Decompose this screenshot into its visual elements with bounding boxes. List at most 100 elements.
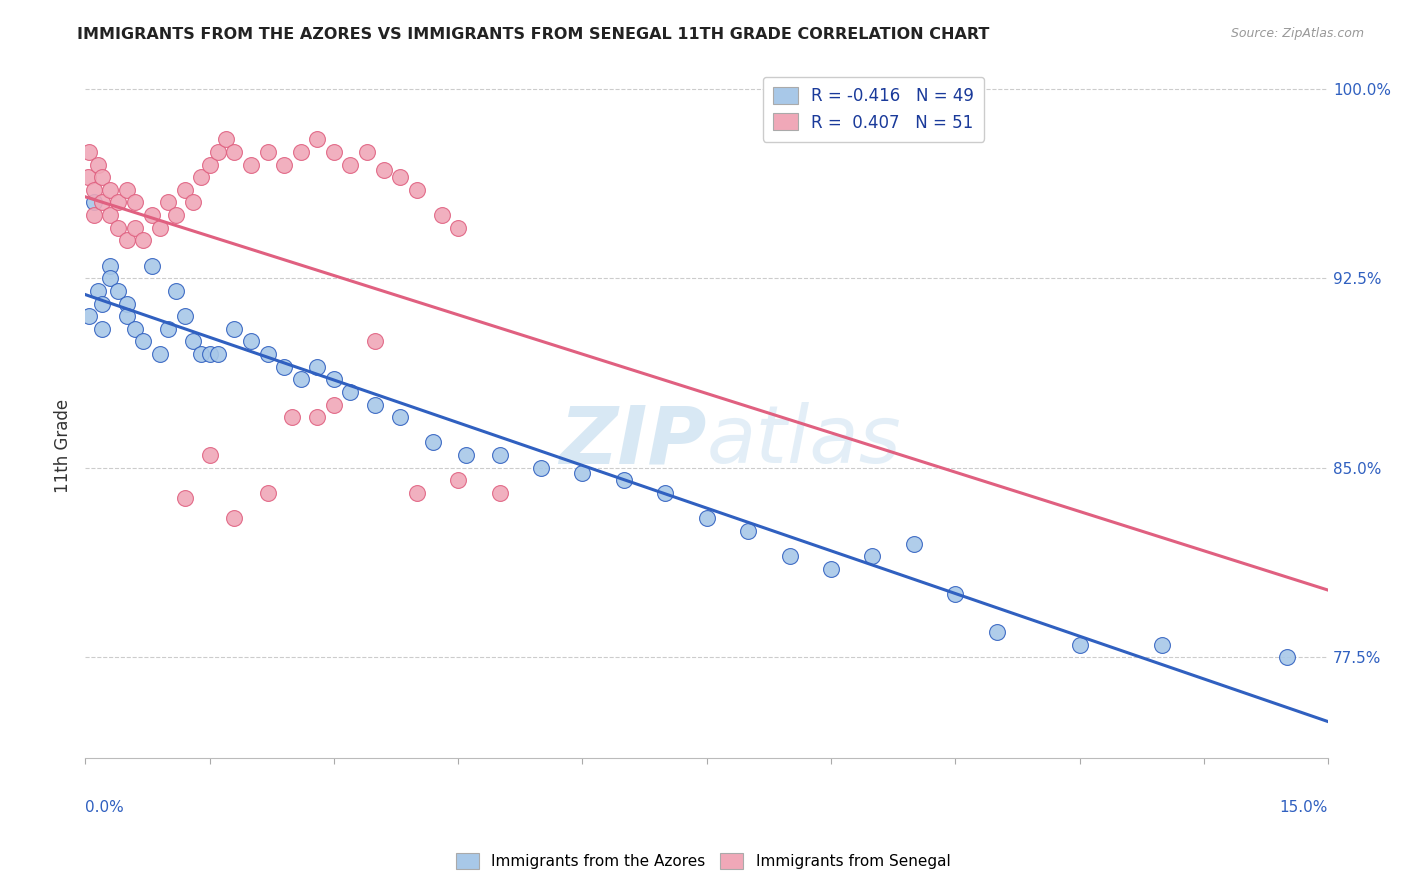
Point xyxy=(373,162,395,177)
Point xyxy=(124,195,146,210)
Point xyxy=(157,195,180,210)
Point xyxy=(273,359,295,374)
Point xyxy=(198,157,221,171)
Point xyxy=(165,284,187,298)
Point xyxy=(488,448,510,462)
Point xyxy=(389,170,412,185)
Point xyxy=(98,208,121,222)
Text: ZIP: ZIP xyxy=(560,402,707,480)
Point xyxy=(115,296,138,310)
Point xyxy=(820,562,842,576)
Point xyxy=(364,398,387,412)
Text: 11th Grade: 11th Grade xyxy=(55,399,72,493)
Point xyxy=(422,435,444,450)
Point xyxy=(364,334,387,349)
Point xyxy=(83,183,105,197)
Point xyxy=(149,347,172,361)
Point xyxy=(190,347,212,361)
Point xyxy=(430,208,453,222)
Point xyxy=(90,170,112,185)
Point xyxy=(240,157,263,171)
Point xyxy=(173,491,195,505)
Point xyxy=(1152,638,1174,652)
Point xyxy=(307,359,329,374)
Point xyxy=(181,334,204,349)
Point xyxy=(224,145,246,159)
Point xyxy=(198,347,221,361)
Text: IMMIGRANTS FROM THE AZORES VS IMMIGRANTS FROM SENEGAL 11TH GRADE CORRELATION CHA: IMMIGRANTS FROM THE AZORES VS IMMIGRANTS… xyxy=(77,27,990,42)
Point xyxy=(165,208,187,222)
Point xyxy=(339,384,361,399)
Point xyxy=(405,486,427,500)
Point xyxy=(307,132,329,146)
Point xyxy=(339,157,361,171)
Point xyxy=(281,410,304,425)
Point xyxy=(90,296,112,310)
Point xyxy=(273,157,295,171)
Point xyxy=(1069,638,1091,652)
Point xyxy=(903,536,925,550)
Point xyxy=(115,233,138,247)
Point xyxy=(224,322,246,336)
Point xyxy=(141,208,163,222)
Point xyxy=(107,195,129,210)
Point xyxy=(613,474,636,488)
Point xyxy=(83,195,105,210)
Point xyxy=(322,372,344,386)
Point xyxy=(124,322,146,336)
Point xyxy=(290,372,312,386)
Point xyxy=(90,195,112,210)
Point xyxy=(290,145,312,159)
Text: 15.0%: 15.0% xyxy=(1279,800,1329,814)
Point xyxy=(76,170,98,185)
Point xyxy=(79,145,101,159)
Point xyxy=(79,309,101,323)
Text: Source: ZipAtlas.com: Source: ZipAtlas.com xyxy=(1230,27,1364,40)
Point xyxy=(115,183,138,197)
Legend: R = -0.416   N = 49, R =  0.407   N = 51: R = -0.416 N = 49, R = 0.407 N = 51 xyxy=(763,77,984,142)
Point xyxy=(207,347,229,361)
Point xyxy=(132,334,155,349)
Point xyxy=(90,322,112,336)
Point xyxy=(173,183,195,197)
Point xyxy=(157,322,180,336)
Point xyxy=(256,145,278,159)
Point xyxy=(115,309,138,323)
Point xyxy=(198,448,221,462)
Point xyxy=(862,549,884,564)
Point xyxy=(389,410,412,425)
Point xyxy=(307,410,329,425)
Point xyxy=(447,474,470,488)
Point xyxy=(456,448,478,462)
Point xyxy=(256,486,278,500)
Point xyxy=(737,524,759,538)
Point xyxy=(149,220,172,235)
Point xyxy=(654,486,676,500)
Point xyxy=(98,271,121,285)
Point xyxy=(207,145,229,159)
Point xyxy=(190,170,212,185)
Point xyxy=(124,220,146,235)
Point xyxy=(141,259,163,273)
Point xyxy=(98,183,121,197)
Legend: Immigrants from the Azores, Immigrants from Senegal: Immigrants from the Azores, Immigrants f… xyxy=(450,847,956,875)
Point xyxy=(240,334,263,349)
Point xyxy=(571,466,593,480)
Point xyxy=(405,183,427,197)
Point xyxy=(447,220,470,235)
Point xyxy=(322,145,344,159)
Point xyxy=(779,549,801,564)
Point xyxy=(256,347,278,361)
Point xyxy=(696,511,718,525)
Point xyxy=(322,398,344,412)
Point xyxy=(356,145,378,159)
Point xyxy=(943,587,966,601)
Point xyxy=(87,157,110,171)
Point xyxy=(488,486,510,500)
Point xyxy=(107,284,129,298)
Point xyxy=(87,284,110,298)
Point xyxy=(83,208,105,222)
Point xyxy=(986,625,1008,640)
Point xyxy=(215,132,238,146)
Point xyxy=(98,259,121,273)
